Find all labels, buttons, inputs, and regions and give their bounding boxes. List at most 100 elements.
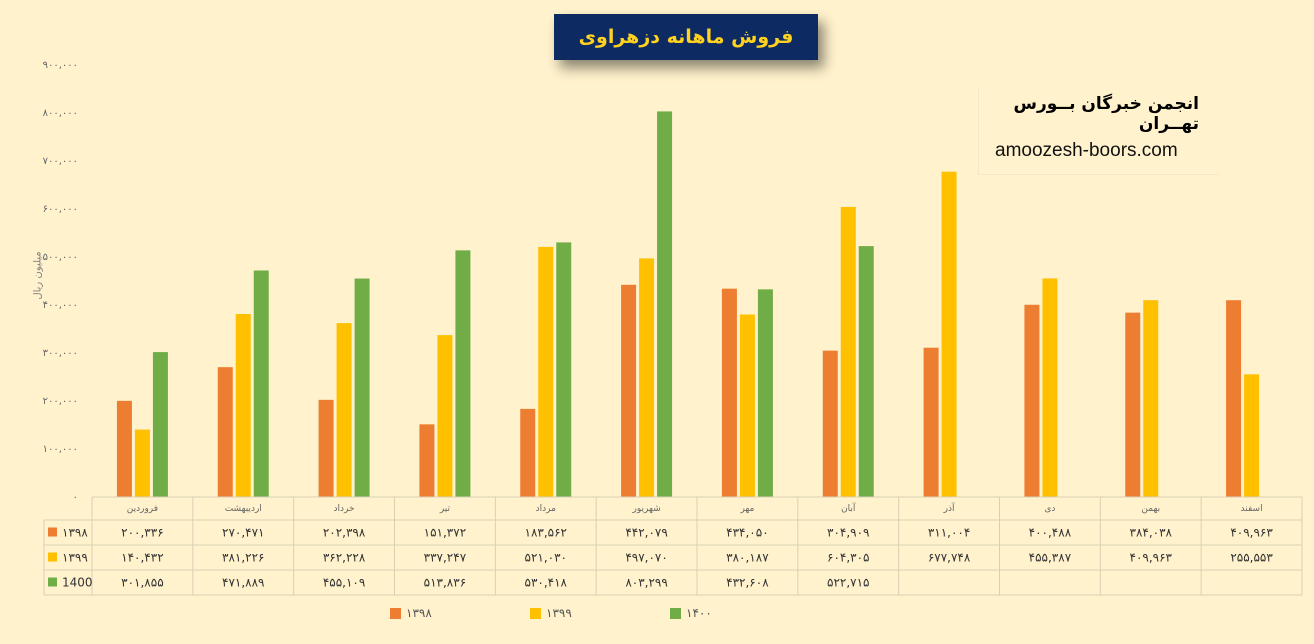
table-legend-key — [48, 527, 57, 537]
x-category-label: مرداد — [536, 504, 556, 514]
x-category-label: خرداد — [334, 504, 355, 514]
table-cell-value: ۶۰۴,۳۰۵ — [827, 551, 870, 565]
bar — [840, 206, 856, 497]
x-category-label: دی — [1044, 504, 1055, 514]
table-cell-value: ۴۷۱,۸۸۹ — [222, 576, 265, 590]
table-cell-value: ۵۳۰,۴۱۸ — [525, 576, 568, 590]
table-cell-value: ۶۷۷,۷۴۸ — [928, 551, 971, 565]
table-cell-value: ۴۳۲,۶۰۸ — [726, 576, 769, 590]
chart-title-box: فروش ماهانه دزهراوی — [554, 14, 818, 60]
chart-title: فروش ماهانه دزهراوی — [578, 26, 794, 48]
y-tick-label: ۵۰۰,۰۰۰ — [43, 252, 78, 263]
legend-label: ۱۳۹۹ — [546, 606, 572, 620]
table-cell-value: ۲۵۵,۵۵۳ — [1230, 551, 1273, 565]
legend-swatch — [670, 608, 681, 619]
bar — [941, 171, 957, 497]
bar — [318, 399, 334, 497]
x-category-label: آبان — [841, 502, 856, 514]
legend-label: ۱۳۹۸ — [406, 606, 432, 620]
y-tick-label: ۸۰۰,۰۰۰ — [43, 108, 78, 119]
bar — [235, 314, 251, 497]
table-cell-value: ۲۷۰,۴۷۱ — [222, 526, 265, 540]
brand-name: انجمن خبرگان بــورس تهــران — [1013, 94, 1199, 134]
bar — [858, 246, 874, 497]
legend-swatch — [390, 608, 401, 619]
bar — [1226, 300, 1242, 497]
brand-box: انجمن خبرگان بــورس تهــران amoozesh-boo… — [978, 88, 1219, 175]
x-category-label: شهریور — [632, 504, 661, 514]
bar — [1125, 312, 1141, 497]
bar — [556, 242, 572, 497]
table-cell-value: ۲۰۲,۳۹۸ — [323, 526, 366, 540]
table-cell-value: ۱۸۳,۵۶۲ — [525, 526, 568, 540]
bar — [923, 347, 939, 497]
y-tick-label: ۹۰۰,۰۰۰ — [43, 60, 78, 71]
bar — [419, 424, 435, 497]
bar — [639, 258, 655, 497]
table-cell-value: ۵۱۳,۸۳۶ — [424, 576, 467, 590]
table-cell-value: ۸۰۳,۲۹۹ — [625, 576, 668, 590]
table-cell-value: ۴۳۴,۰۵۰ — [726, 526, 769, 540]
y-tick-label: ۳۰۰,۰۰۰ — [43, 348, 78, 359]
table-cell-value: ۳۰۱,۸۵۵ — [121, 576, 164, 590]
bar — [354, 278, 370, 497]
bar — [1143, 300, 1159, 497]
x-category-label: آذر — [943, 502, 955, 514]
bar — [1024, 304, 1040, 497]
table-cell-value: ۵۲۱,۰۳۰ — [525, 551, 568, 565]
bar — [336, 323, 352, 497]
x-category-label: فروردین — [127, 504, 158, 514]
x-category-label: اردیبهشت — [225, 504, 262, 514]
table-row-label: 1400 — [62, 576, 93, 590]
table-cell-value: ۱۵۱,۳۷۲ — [424, 526, 467, 540]
x-category-label: اسفند — [1241, 504, 1263, 514]
bar — [455, 250, 471, 497]
table-cell-value: ۳۸۰,۱۸۷ — [726, 551, 769, 565]
table-cell-value: ۲۰۰,۳۳۶ — [121, 526, 164, 540]
bar — [520, 408, 536, 497]
y-tick-label: ۴۰۰,۰۰۰ — [43, 300, 78, 311]
table-legend-key — [48, 552, 57, 562]
bar — [739, 314, 755, 497]
y-tick-label: ۷۰۰,۰۰۰ — [43, 156, 78, 167]
bar — [822, 350, 838, 497]
bar — [116, 400, 132, 497]
table-cell-value: ۳۰۴,۹۰۹ — [827, 526, 870, 540]
brand-site: amoozesh-boors.com — [995, 140, 1178, 161]
legend-swatch — [530, 608, 541, 619]
table-cell-value: ۴۵۵,۱۰۹ — [323, 576, 366, 590]
bar — [253, 270, 269, 497]
table-cell-value: ۴۰۰,۴۸۸ — [1029, 526, 1072, 540]
table-cell-value: ۴۵۵,۳۸۷ — [1029, 551, 1072, 565]
y-tick-label: ۶۰۰,۰۰۰ — [43, 204, 78, 215]
bar — [437, 335, 453, 497]
bar — [134, 429, 150, 497]
table-legend-key — [48, 577, 57, 587]
table-row-label: ۱۳۹۸ — [62, 526, 88, 540]
table-cell-value: ۳۱۱,۰۰۴ — [928, 526, 971, 540]
table-cell-value: ۱۴۰,۴۳۲ — [121, 551, 164, 565]
bar — [657, 111, 673, 498]
table-cell-value: ۳۸۱,۲۲۶ — [222, 551, 265, 565]
legend-label: ۱۴۰۰ — [686, 606, 712, 620]
bar — [538, 246, 554, 497]
table-cell-value: ۴۰۹,۹۶۳ — [1230, 526, 1273, 540]
bar — [152, 352, 168, 497]
x-category-label: بهمن — [1141, 504, 1160, 514]
bar — [217, 367, 233, 497]
bar — [1244, 374, 1260, 497]
y-tick-label: ۱۰۰,۰۰۰ — [43, 444, 78, 455]
y-tick-label: ۰ — [73, 492, 78, 503]
table-cell-value: ۳۸۴,۰۳۸ — [1130, 526, 1173, 540]
table-cell-value: ۴۹۷,۰۷۰ — [625, 551, 668, 565]
table-cell-value: ۳۶۲,۲۲۸ — [323, 551, 366, 565]
table-cell-value: ۴۴۲,۰۷۹ — [625, 526, 668, 540]
x-category-label: مهر — [739, 504, 754, 514]
table-cell-value: ۵۲۲,۷۱۵ — [827, 576, 870, 590]
table-cell-value: ۳۳۷,۲۴۷ — [424, 551, 467, 565]
x-category-label: تیر — [439, 504, 451, 514]
table-cell-value: ۴۰۹,۹۶۳ — [1130, 551, 1173, 565]
bar — [1042, 278, 1058, 497]
bar — [621, 284, 637, 497]
